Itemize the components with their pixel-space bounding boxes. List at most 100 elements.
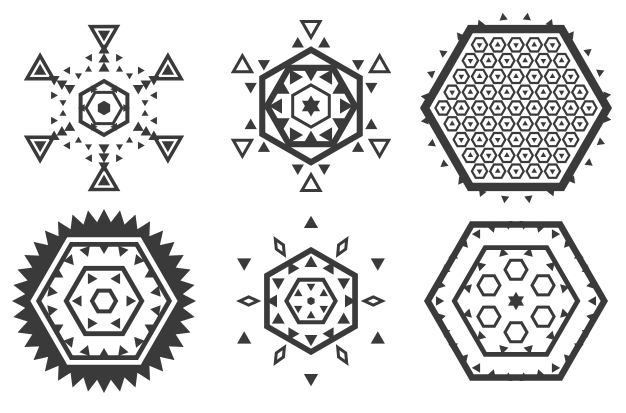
frieze-triangle [436, 279, 446, 289]
band-triangle [144, 324, 156, 335]
hexagon-band [570, 116, 589, 132]
side-triangle [291, 37, 304, 48]
band-triangle [98, 244, 110, 255]
mosaic-triangle [476, 169, 483, 175]
hexagon-band [479, 52, 498, 69]
mosaic-triangle [549, 43, 556, 49]
hexagon-band [497, 52, 516, 69]
rhomb-triangle [303, 130, 319, 144]
frieze-triangle [448, 250, 458, 259]
mosaic-triangle [494, 138, 501, 143]
frieze-triangle [536, 369, 546, 379]
hexagon-band [543, 37, 562, 53]
mosaic-triangle [494, 74, 501, 80]
rhombus-star-ornament [236, 215, 386, 387]
edge-triangle [501, 195, 510, 204]
arm-triangle [132, 85, 144, 95]
band-triangle [134, 254, 145, 266]
side-triangle [244, 82, 257, 94]
band-triangle [98, 347, 110, 358]
arm-tip-triangle [151, 52, 185, 81]
edge-triangle [522, 12, 531, 21]
rhomb-triangle [289, 69, 304, 85]
arm-tip-triangle [87, 24, 121, 53]
flank-triangle [59, 109, 67, 116]
rhomb-triangle [303, 68, 319, 82]
flank-triangle [126, 73, 133, 80]
hexagon-band [516, 84, 535, 100]
side-triangle [352, 141, 365, 152]
frieze-triangle [440, 264, 451, 273]
mosaic-triangle [549, 73, 556, 78]
field-triangle [523, 247, 533, 257]
band-triangle [144, 267, 156, 278]
center-triangle [508, 296, 524, 311]
mosaic-triangle [440, 106, 446, 112]
arm-tip-triangle [23, 52, 57, 81]
flank-triangle [141, 109, 149, 116]
rhomb-triangle [268, 98, 282, 114]
tip-arrow [237, 331, 252, 344]
rhomb-triangle [318, 69, 333, 85]
flank-triangle [141, 100, 149, 107]
arm-triangle [56, 80, 68, 90]
hexagon-band [434, 100, 452, 116]
frieze-triangle [440, 329, 451, 338]
hexagon-band [443, 84, 462, 100]
flank-triangle [150, 91, 157, 100]
core-triangle [294, 288, 303, 297]
hexagon-band [561, 100, 580, 116]
field-triangle [499, 345, 509, 355]
mosaic-triangle [494, 41, 501, 47]
mosaic-triangle [567, 104, 574, 110]
frieze-triangle [458, 354, 468, 364]
tip-triangle [367, 138, 392, 160]
band-triangle [47, 285, 58, 297]
hexagon-band [497, 84, 516, 100]
hexagon-band [543, 100, 562, 116]
side-triangle [318, 164, 331, 175]
frieze-triangle [486, 223, 496, 233]
ring-triangle [271, 278, 285, 290]
hexagon-band [525, 100, 544, 116]
hexagon-band [516, 116, 535, 132]
mosaic-triangle [549, 169, 556, 175]
mosaic-triangle [558, 90, 565, 96]
flank-triangle [116, 65, 123, 72]
hexagon-band [461, 116, 480, 132]
rhomb-triangle [332, 80, 348, 94]
band-triangle [134, 336, 145, 348]
hexagon-band [552, 116, 571, 132]
rhomb-triangle [274, 80, 290, 94]
field-triangle [462, 284, 472, 294]
edge-triangle [566, 31, 574, 40]
hexagon-band [543, 68, 562, 85]
edge-triangle [567, 175, 576, 184]
rhomb-triangle [332, 118, 348, 132]
edge-triangle [477, 19, 486, 28]
mosaic-triangle [458, 74, 465, 80]
inner-triangle [110, 122, 117, 131]
flank-triangle [85, 144, 92, 151]
inner-triangle [90, 85, 98, 94]
hexagon-band [476, 274, 502, 297]
mosaic-triangle [540, 122, 547, 128]
arm-tip-core [161, 141, 175, 153]
edge-triangle [420, 116, 429, 125]
dense-hexagon-mosaic-ornament [420, 12, 612, 204]
mosaic-triangle [522, 153, 528, 159]
ring-triangle [304, 335, 318, 347]
hexagon-band [525, 131, 544, 148]
mosaic-triangle [513, 136, 519, 142]
flank-triangle [75, 73, 82, 80]
band-triangle [150, 305, 161, 317]
mosaic-triangle [494, 167, 501, 173]
framed-hexagon-ornament [424, 220, 608, 382]
mosaic-triangle [467, 88, 474, 94]
edge-triangle [584, 158, 593, 166]
mosaic-triangle [513, 106, 519, 112]
mosaic-triangle [558, 153, 565, 159]
band-triangle [79, 345, 90, 357]
mosaic-triangle [504, 122, 510, 128]
flank-triangle [138, 66, 145, 75]
